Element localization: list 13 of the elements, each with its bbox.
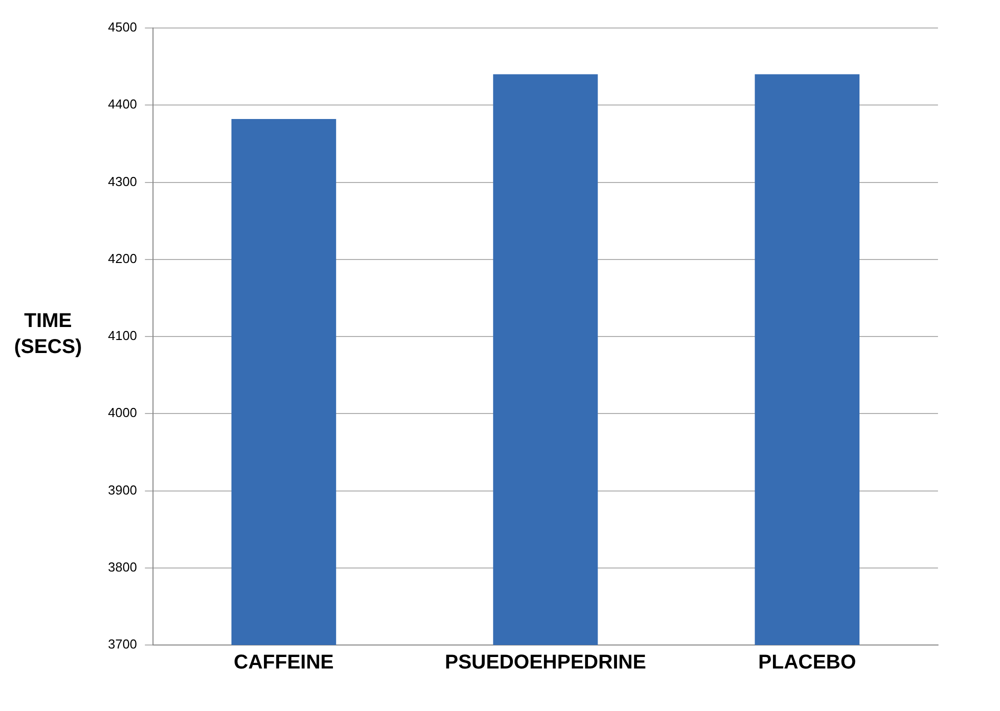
y-tick-label: 3900 (108, 482, 137, 498)
y-tick-label: 4200 (108, 250, 137, 266)
y-tick-label: 3800 (108, 559, 137, 574)
x-tick-label: PLACEBO (758, 652, 856, 674)
y-tick-label: 3700 (108, 636, 137, 652)
y-tick-label: 4000 (108, 405, 137, 420)
y-axis-title: TIME (SECS) (13, 309, 83, 360)
y-tick-label: 4100 (108, 328, 137, 344)
x-tick-label: PSUEDOEHPEDRINE (444, 652, 646, 674)
x-tick-label: CAFFEINE (234, 652, 334, 674)
y-tick-label: 4300 (108, 174, 137, 189)
y-tick-label: 4500 (108, 20, 137, 35)
y-tick-label: 4400 (108, 96, 137, 112)
